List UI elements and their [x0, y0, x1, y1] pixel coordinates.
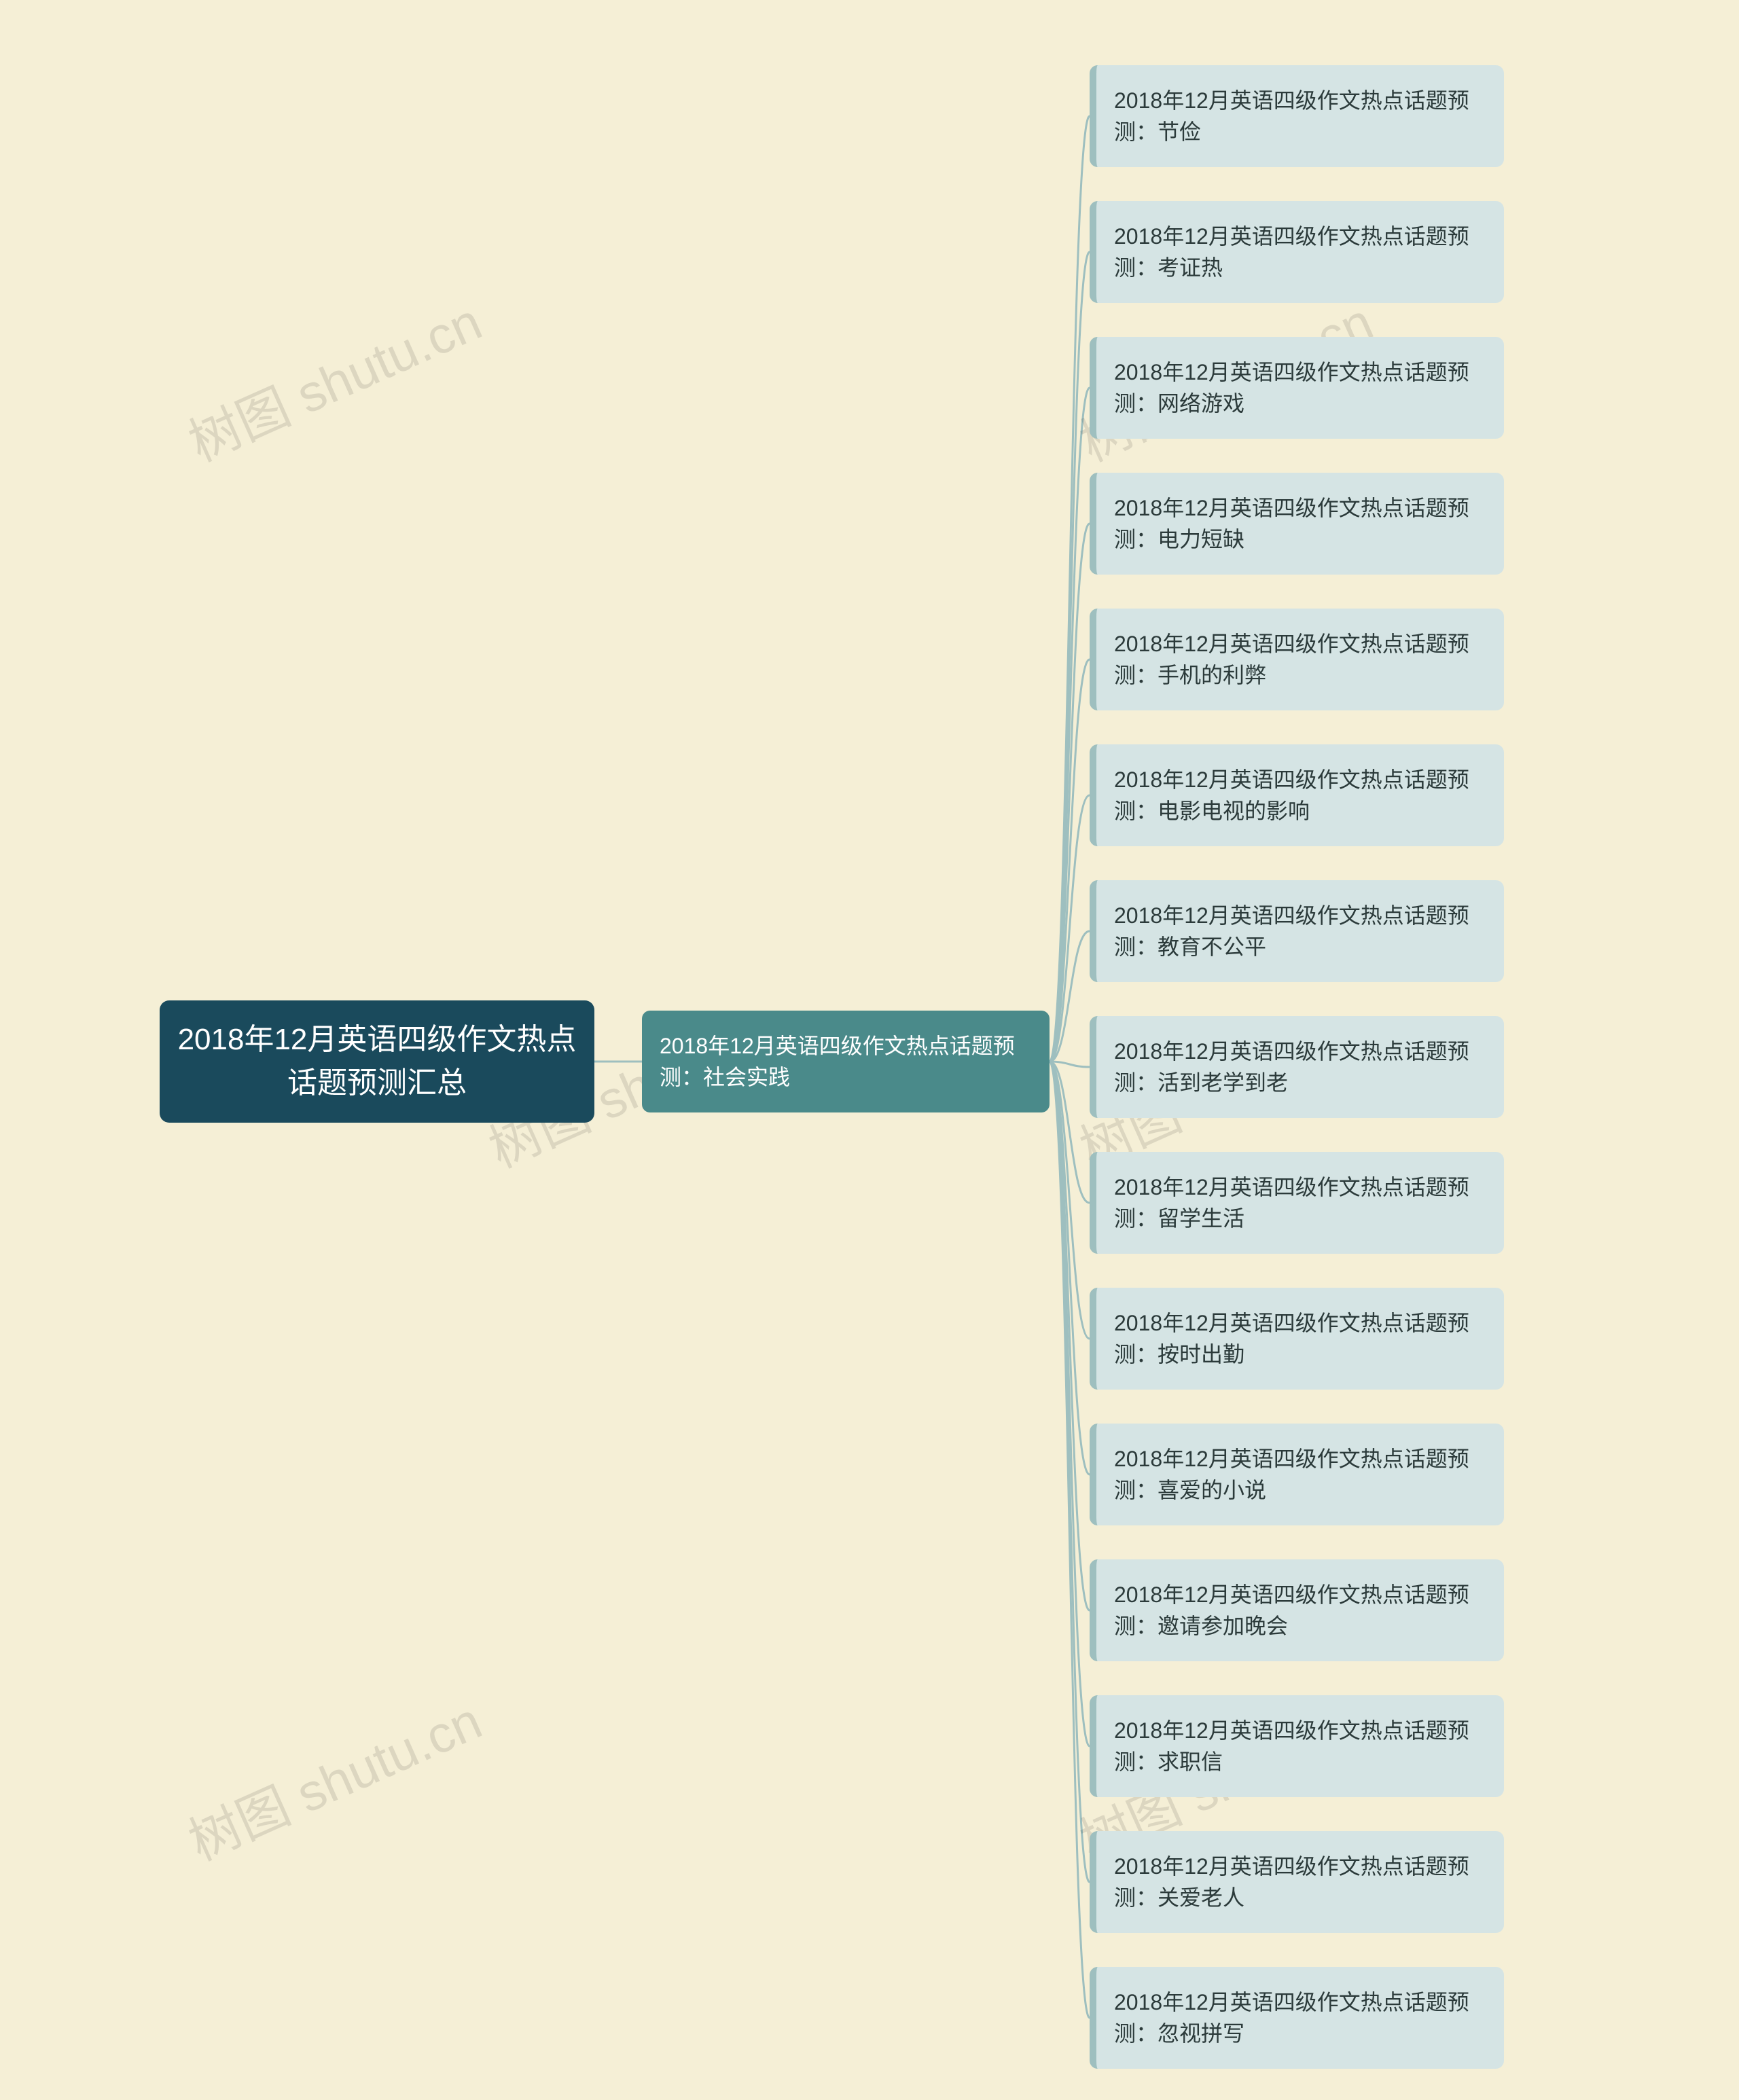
leaf-node-13-label: 2018年12月英语四级作文热点话题预测：关爱老人	[1114, 1851, 1486, 1914]
leaf-node-0-label: 2018年12月英语四级作文热点话题预测：节俭	[1114, 85, 1486, 148]
leaf-node-2-label: 2018年12月英语四级作文热点话题预测：网络游戏	[1114, 357, 1486, 420]
leaf-node-8[interactable]: 2018年12月英语四级作文热点话题预测：留学生活	[1090, 1152, 1504, 1254]
leaf-node-8-label: 2018年12月英语四级作文热点话题预测：留学生活	[1114, 1172, 1486, 1235]
edge	[1050, 1062, 1090, 1474]
edge	[1050, 1062, 1090, 1203]
leaf-node-9-label: 2018年12月英语四级作文热点话题预测：按时出勤	[1114, 1307, 1486, 1371]
leaf-node-12-label: 2018年12月英语四级作文热点话题预测：求职信	[1114, 1715, 1486, 1778]
root-node-label: 2018年12月英语四级作文热点话题预测汇总	[177, 1018, 577, 1105]
root-node[interactable]: 2018年12月英语四级作文热点话题预测汇总	[160, 1000, 594, 1123]
leaf-node-11[interactable]: 2018年12月英语四级作文热点话题预测：邀请参加晚会	[1090, 1559, 1504, 1661]
leaf-node-7[interactable]: 2018年12月英语四级作文热点话题预测：活到老学到老	[1090, 1016, 1504, 1118]
leaf-node-13[interactable]: 2018年12月英语四级作文热点话题预测：关爱老人	[1090, 1831, 1504, 1933]
leaf-node-1-label: 2018年12月英语四级作文热点话题预测：考证热	[1114, 221, 1486, 284]
edge	[1050, 1062, 1090, 2018]
edge	[1050, 795, 1090, 1062]
edge	[1050, 1062, 1090, 1339]
edge	[1050, 931, 1090, 1062]
leaf-node-5[interactable]: 2018年12月英语四级作文热点话题预测：电影电视的影响	[1090, 744, 1504, 846]
leaf-node-9[interactable]: 2018年12月英语四级作文热点话题预测：按时出勤	[1090, 1288, 1504, 1390]
leaf-node-10[interactable]: 2018年12月英语四级作文热点话题预测：喜爱的小说	[1090, 1424, 1504, 1525]
leaf-node-6[interactable]: 2018年12月英语四级作文热点话题预测：教育不公平	[1090, 880, 1504, 982]
leaf-node-2[interactable]: 2018年12月英语四级作文热点话题预测：网络游戏	[1090, 337, 1504, 439]
leaf-node-3[interactable]: 2018年12月英语四级作文热点话题预测：电力短缺	[1090, 473, 1504, 575]
leaf-node-4[interactable]: 2018年12月英语四级作文热点话题预测：手机的利弊	[1090, 609, 1504, 710]
leaf-node-11-label: 2018年12月英语四级作文热点话题预测：邀请参加晚会	[1114, 1579, 1486, 1642]
edge	[1050, 524, 1090, 1062]
leaf-node-7-label: 2018年12月英语四级作文热点话题预测：活到老学到老	[1114, 1036, 1486, 1099]
mid-node[interactable]: 2018年12月英语四级作文热点话题预测：社会实践	[642, 1011, 1050, 1112]
mid-node-label: 2018年12月英语四级作文热点话题预测：社会实践	[660, 1030, 1032, 1093]
watermark: 树图 shutu.cn	[175, 1680, 491, 1875]
leaf-node-14[interactable]: 2018年12月英语四级作文热点话题预测：忽视拼写	[1090, 1967, 1504, 2069]
leaf-node-6-label: 2018年12月英语四级作文热点话题预测：教育不公平	[1114, 900, 1486, 963]
mindmap-canvas: 树图 shutu.cn树图 shutu.cn树图 shutu.cn树图 shut…	[0, 0, 1739, 2100]
edge	[1050, 116, 1090, 1062]
edge	[1050, 1062, 1090, 1067]
edge	[1050, 388, 1090, 1062]
edge	[1050, 659, 1090, 1062]
leaf-node-0[interactable]: 2018年12月英语四级作文热点话题预测：节俭	[1090, 65, 1504, 167]
leaf-node-5-label: 2018年12月英语四级作文热点话题预测：电影电视的影响	[1114, 764, 1486, 827]
leaf-node-3-label: 2018年12月英语四级作文热点话题预测：电力短缺	[1114, 492, 1486, 556]
leaf-node-1[interactable]: 2018年12月英语四级作文热点话题预测：考证热	[1090, 201, 1504, 303]
edge	[1050, 1062, 1090, 1610]
watermark: 树图 shutu.cn	[175, 280, 491, 476]
leaf-node-10-label: 2018年12月英语四级作文热点话题预测：喜爱的小说	[1114, 1443, 1486, 1506]
edge	[1050, 252, 1090, 1062]
leaf-node-14-label: 2018年12月英语四级作文热点话题预测：忽视拼写	[1114, 1987, 1486, 2050]
edge	[1050, 1062, 1090, 1882]
leaf-node-12[interactable]: 2018年12月英语四级作文热点话题预测：求职信	[1090, 1695, 1504, 1797]
edge	[1050, 1062, 1090, 1746]
leaf-node-4-label: 2018年12月英语四级作文热点话题预测：手机的利弊	[1114, 628, 1486, 691]
